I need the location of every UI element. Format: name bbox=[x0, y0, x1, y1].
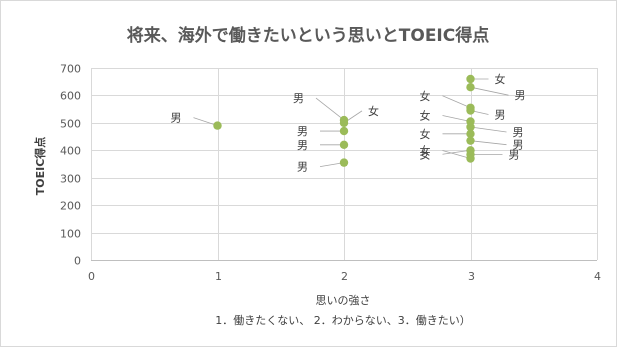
x-axis-title: 思いの強さ bbox=[316, 294, 371, 307]
data-point bbox=[466, 129, 475, 139]
leader-line bbox=[193, 117, 218, 126]
leader-line bbox=[442, 95, 471, 109]
y-tick-label: 500 bbox=[60, 118, 81, 131]
data-point bbox=[466, 74, 475, 84]
leader-line bbox=[470, 86, 509, 96]
data-label: 男 bbox=[171, 112, 182, 125]
x-tick-labels: 0 1 2 3 4 bbox=[88, 270, 601, 283]
data-label: 女 bbox=[420, 144, 431, 158]
x-axis-note: 1．働きたくない、 2．わからない、3．働きたい） bbox=[215, 314, 471, 327]
data-label: 女 bbox=[420, 127, 431, 141]
y-tick-label: 200 bbox=[60, 200, 81, 213]
data-point bbox=[339, 140, 349, 149]
data-label: 女 bbox=[420, 89, 431, 103]
y-tick-label: 700 bbox=[60, 63, 81, 76]
data-label: 男 bbox=[513, 126, 524, 139]
y-tick-label: 0 bbox=[74, 255, 81, 268]
data-label: 女 bbox=[495, 72, 506, 86]
data-point bbox=[466, 106, 475, 115]
data-label: 男 bbox=[509, 148, 520, 161]
data-label: 男 bbox=[293, 92, 304, 105]
data-label: 男 bbox=[297, 125, 308, 138]
data-label: 男 bbox=[515, 89, 526, 102]
data-point bbox=[466, 83, 475, 92]
x-tick-label: 0 bbox=[88, 270, 95, 283]
data-point bbox=[466, 122, 475, 132]
leader-line bbox=[470, 126, 507, 133]
data-point bbox=[213, 121, 222, 130]
leader-line bbox=[470, 140, 507, 146]
data-label: 女 bbox=[420, 108, 431, 122]
y-tick-labels: 0 100 200 300 400 500 600 700 bbox=[60, 63, 81, 268]
data-point bbox=[339, 118, 349, 128]
y-tick-label: 300 bbox=[60, 173, 81, 186]
leader-line bbox=[442, 149, 471, 155]
leader-line bbox=[442, 150, 471, 159]
x-tick-label: 4 bbox=[594, 270, 601, 283]
data-label: 男 bbox=[513, 139, 524, 152]
leader-line bbox=[442, 115, 471, 122]
chart-title: 将来、海外で働きたいという思いとTOEIC得点 bbox=[127, 25, 489, 46]
data-points bbox=[213, 74, 475, 167]
data-label: 女 bbox=[420, 147, 431, 161]
data-point bbox=[466, 154, 475, 163]
data-point bbox=[339, 126, 349, 136]
y-tick-label: 400 bbox=[60, 145, 81, 158]
leader-line bbox=[315, 97, 345, 121]
y-axis-title: TOEIC得点 bbox=[33, 137, 47, 196]
y-tick-label: 600 bbox=[60, 90, 81, 103]
data-label: 女 bbox=[368, 104, 379, 118]
data-label: 男 bbox=[495, 109, 506, 122]
data-label: 男 bbox=[297, 139, 308, 152]
data-point bbox=[339, 158, 349, 167]
x-tick-label: 1 bbox=[215, 270, 222, 283]
x-tick-label: 3 bbox=[468, 270, 475, 283]
data-point bbox=[466, 136, 475, 145]
y-tick-label: 100 bbox=[60, 228, 81, 241]
x-tick-label: 2 bbox=[341, 270, 348, 283]
data-label: 男 bbox=[297, 161, 308, 174]
